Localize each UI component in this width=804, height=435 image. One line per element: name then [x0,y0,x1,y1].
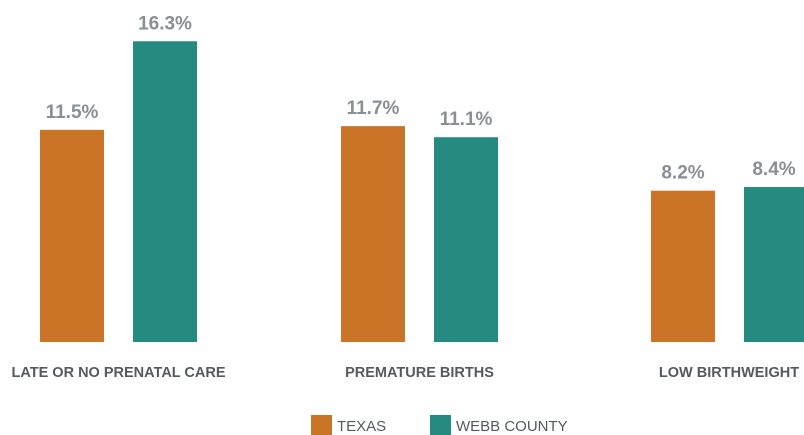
bar [133,41,197,342]
value-label: 16.3% [138,13,192,34]
bar [40,129,104,342]
legend-label: WEBB COUNTY [456,418,568,435]
bar [651,190,715,342]
legend-swatch [311,415,332,435]
category-label: LATE OR NO PRENATAL CARE [11,365,225,381]
legend-swatch [430,415,451,435]
bar [744,187,804,342]
value-label: 8.4% [752,159,795,180]
legend-label: TEXAS [337,418,386,435]
value-label: 8.2% [661,163,704,184]
bar [434,137,498,342]
category-label: LOW BIRTHWEIGHT [659,365,799,381]
value-label: 11.1% [440,109,493,130]
value-label: 11.7% [347,98,400,119]
bar [341,126,405,342]
category-label: PREMATURE BIRTHS [345,365,494,381]
value-label: 11.5% [46,102,99,123]
